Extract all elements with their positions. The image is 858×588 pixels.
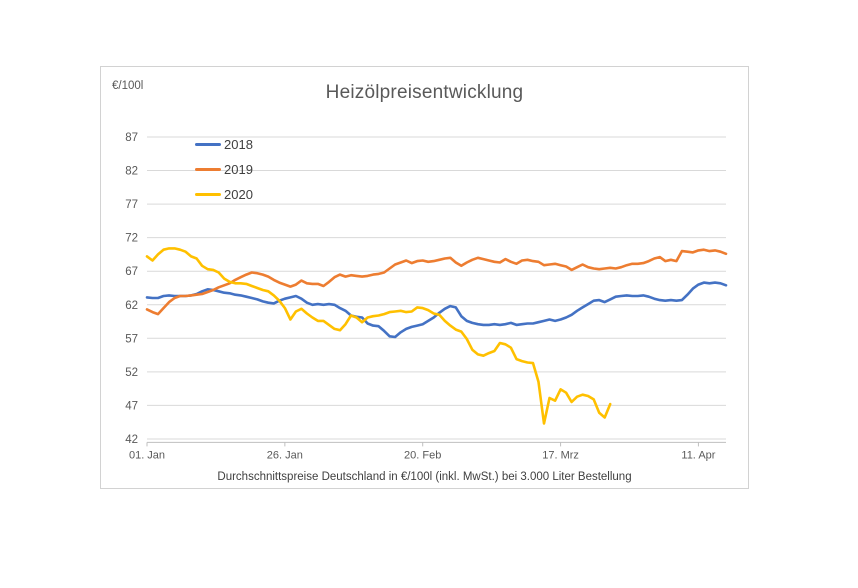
y-tick-label: 72 xyxy=(125,233,138,245)
series-line-2019 xyxy=(145,248,728,316)
plot-area: 87 82 77 72 67 62 57 52 47 42 01. Jan 26. Jan 20. Fe… xyxy=(125,132,728,461)
y-tick-label: 87 xyxy=(125,132,138,144)
x-tick-label: 17. Mrz xyxy=(542,449,579,461)
legend-swatch-2019 xyxy=(195,168,221,171)
x-tick-label: 11. Apr xyxy=(681,449,715,461)
legend-item-2019: 2019 xyxy=(195,157,253,182)
y-tick-label: 77 xyxy=(125,199,138,211)
series-line-2018 xyxy=(145,281,728,339)
x-tick-label: 01. Jan xyxy=(129,449,165,461)
y-axis-unit-label: €/100l xyxy=(112,80,144,92)
y-tick-label: 82 xyxy=(125,166,138,178)
series-line-2020 xyxy=(145,247,612,425)
x-tick-label: 26. Jan xyxy=(267,449,303,461)
legend-label: 2019 xyxy=(224,162,253,177)
y-tick-label: 67 xyxy=(125,266,138,278)
legend-swatch-2018 xyxy=(195,143,221,146)
x-tick-label: 20. Feb xyxy=(404,449,441,461)
legend-label: 2020 xyxy=(224,187,253,202)
legend-item-2020: 2020 xyxy=(195,182,253,207)
chart-frame: €/100l Heizölpreisentwicklung 87 82 77 72 67… xyxy=(100,66,749,489)
y-tick-label: 42 xyxy=(125,434,138,446)
legend-label: 2018 xyxy=(224,137,253,152)
chart-title: Heizölpreisentwicklung xyxy=(325,82,524,103)
y-tick-label: 57 xyxy=(125,333,138,345)
y-tick-label: 52 xyxy=(125,367,138,379)
chart-caption: Durchschnittspreise Deutschland in €/100… xyxy=(217,471,632,483)
chart-legend: 2018 2019 2020 xyxy=(195,132,253,207)
y-tick-label: 62 xyxy=(125,300,138,312)
y-tick-label: 47 xyxy=(125,400,138,412)
legend-swatch-2020 xyxy=(195,193,221,196)
legend-item-2018: 2018 xyxy=(195,132,253,157)
